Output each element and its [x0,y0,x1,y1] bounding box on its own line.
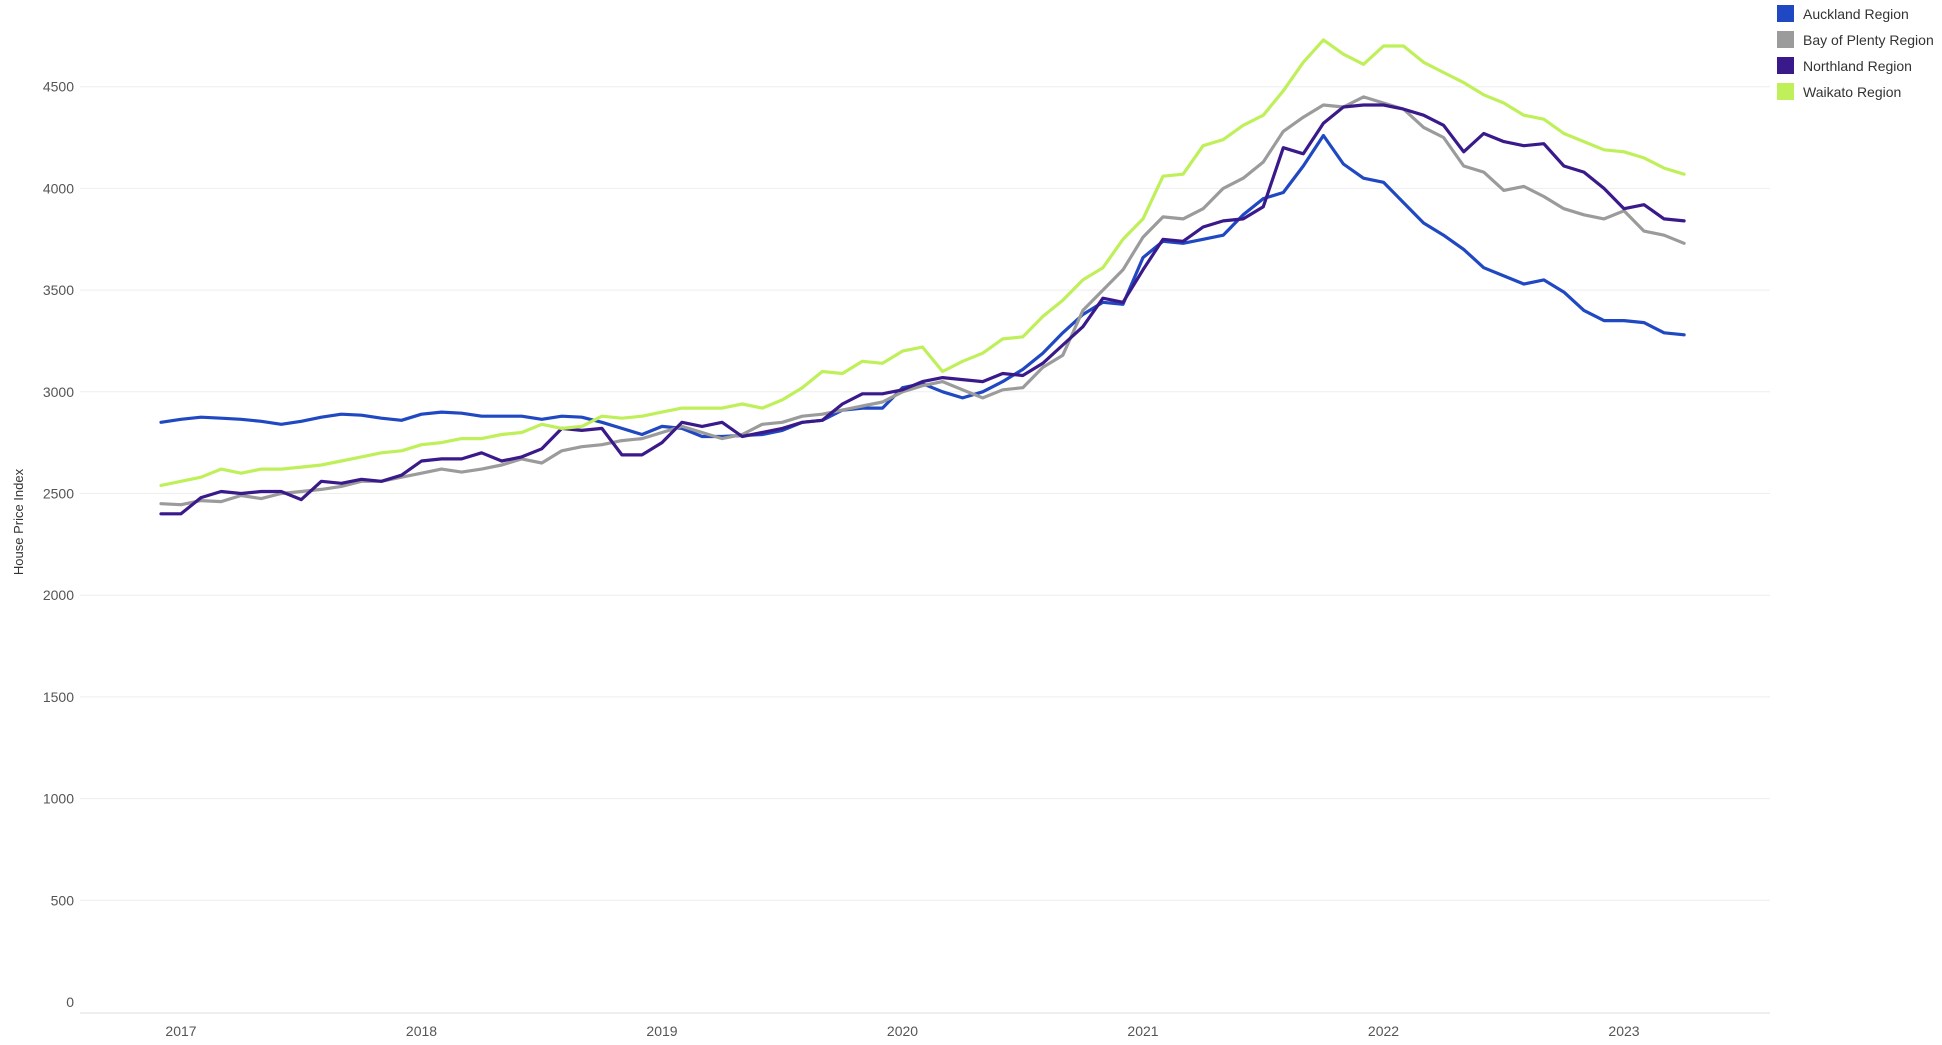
y-tick-label: 3500 [43,282,74,298]
y-axis-title: House Price Index [11,468,26,575]
legend-swatch [1777,83,1794,100]
legend-label: Bay of Plenty Region [1803,32,1934,48]
x-tick-label: 2022 [1368,1023,1399,1039]
series-line-northland-region [159,103,1686,516]
y-tick-label: 1000 [43,791,74,807]
x-tick-label: 2021 [1127,1023,1158,1039]
gridlines [80,86,1770,901]
legend-swatch [1777,57,1794,74]
legend-label: Auckland Region [1803,6,1909,22]
x-tick-label: 2018 [406,1023,437,1039]
x-tick-label: 2017 [165,1023,196,1039]
series-lines [159,38,1686,516]
series-line-bay-of-plenty-region [159,95,1686,507]
legend-label: Northland Region [1803,58,1912,74]
legend: Auckland Region Bay of Plenty Region North… [1777,5,1934,100]
legend-label: Waikato Region [1803,84,1901,100]
y-tick-label: 0 [66,994,74,1010]
y-tick-label: 1500 [43,689,74,705]
legend-swatch [1777,5,1794,22]
x-tick-label: 2023 [1608,1023,1639,1039]
x-axis-ticks: 2017 2018 2019 2020 2021 2022 2023 [165,1023,1639,1039]
series-line-auckland-region [159,133,1686,439]
y-axis-ticks: 0 500 1000 1500 2000 2500 3000 3500 4000 4500 [43,79,74,1010]
y-tick-label: 500 [51,892,75,908]
y-tick-label: 4000 [43,180,74,196]
series-line-waikato-region [159,38,1686,487]
y-tick-label: 3000 [43,384,74,400]
x-tick-label: 2020 [887,1023,918,1039]
y-tick-label: 4500 [43,79,74,95]
x-tick-label: 2019 [646,1023,677,1039]
y-tick-label: 2000 [43,587,74,603]
y-tick-label: 2500 [43,486,74,502]
legend-swatch [1777,31,1794,48]
